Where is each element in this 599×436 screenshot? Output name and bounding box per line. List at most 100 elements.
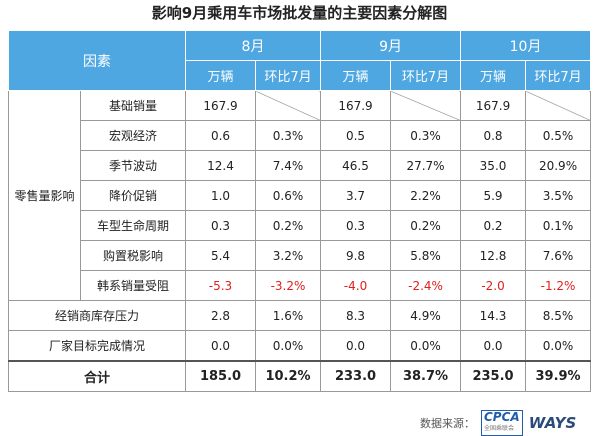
value-cell: 167.9: [185, 90, 256, 121]
data-row: 购置税影响 5.4 3.2% 9.8 5.8% 12.8 7.6%: [9, 240, 592, 271]
value-cell: 20.9%: [525, 150, 592, 181]
value-cell: 5.9: [460, 180, 527, 211]
data-row: 零售量影响 基础销量 167.9 167.9 167.9: [8, 90, 592, 301]
value-cell: 0.0%: [525, 330, 592, 362]
month-header: 10月: [460, 30, 592, 61]
value-cell: 14.3: [460, 300, 527, 331]
value-cell: 185.0: [185, 360, 256, 392]
value-cell: 46.5: [320, 150, 392, 181]
value-cell: 0.3%: [390, 120, 462, 151]
factor-label: 购置税影响: [80, 240, 186, 271]
value-cell: 35.0: [460, 150, 527, 181]
sub-header: 万辆: [320, 60, 392, 91]
value-cell: 0.6: [185, 120, 256, 151]
value-cell: 235.0: [460, 360, 527, 392]
factor-label: 季节波动: [80, 150, 186, 181]
value-cell: 3.2%: [254, 240, 322, 271]
total-label: 合计: [8, 360, 186, 392]
value-cell: 1.6%: [254, 300, 322, 331]
value-cell: 12.8: [460, 240, 527, 271]
header-row: 因素 8月 9月 10月: [8, 30, 592, 91]
value-cell: 0.2: [460, 210, 527, 241]
value-cell: 233.0: [320, 360, 392, 392]
source-label: 数据来源：: [420, 417, 475, 430]
logo: WAYS: [528, 414, 577, 432]
value-cell: 39.9%: [525, 360, 592, 392]
value-cell: 0.2%: [254, 210, 322, 241]
factor-label: 厂家目标完成情况: [8, 330, 186, 362]
data-row: 经销商库存压力 2.8 1.6% 8.3 4.9% 14.3 8.5%: [8, 300, 592, 331]
factor-label: 车型生命周期: [80, 210, 186, 241]
value-cell: 0.5: [320, 120, 392, 151]
data-row: 宏观经济 0.6 0.3% 0.5 0.3% 0.8 0.5%: [9, 120, 592, 151]
value-cell: 5.8%: [390, 240, 462, 271]
sub-header: 万辆: [460, 60, 527, 91]
value-cell: 0.0: [460, 330, 527, 362]
blank-cell: [525, 90, 592, 121]
logo-subtext: 全国乘联会: [484, 425, 515, 432]
value-cell: 4.9%: [390, 300, 462, 331]
value-cell: 8.3: [320, 300, 392, 331]
value-cell: 12.4: [185, 150, 256, 181]
header-cell: 因素: [8, 30, 186, 91]
data-row: 韩系销量受阻 -5.3 -3.2% -4.0 -2.4% -2.0 -1.2%: [9, 270, 592, 301]
value-cell: 0.3: [320, 210, 392, 241]
value-cell: 167.9: [320, 90, 392, 121]
data-row: 车型生命周期 0.3 0.2% 0.3 0.2% 0.2 0.1%: [9, 210, 592, 241]
group-label: 零售量影响: [8, 90, 81, 301]
value-cell: 3.7: [320, 180, 392, 211]
value-cell: -2.4%: [390, 270, 462, 301]
value-cell: 38.7%: [390, 360, 462, 392]
value-cell: 0.3%: [254, 120, 322, 151]
factor-label: 基础销量: [80, 90, 186, 121]
value-cell: 7.6%: [525, 240, 592, 271]
value-cell: -1.2%: [525, 270, 592, 301]
blank-cell: [254, 90, 322, 121]
value-cell: 9.8: [320, 240, 392, 271]
value-cell: 8.5%: [525, 300, 592, 331]
value-cell: 0.3: [185, 210, 256, 241]
sub-header: 万辆: [185, 60, 256, 91]
value-cell: 5.4: [185, 240, 256, 271]
data-row: 季节波动 12.4 7.4% 46.5 27.7% 35.0 20.9%: [9, 150, 592, 181]
month-header: 9月: [320, 30, 462, 61]
logo: CPCA 全国乘联会: [481, 410, 523, 436]
value-cell: 3.5%: [525, 180, 592, 211]
value-cell: 27.7%: [390, 150, 462, 181]
value-cell: 1.0: [185, 180, 256, 211]
factor-table: 因素 8月 9月 10月 万辆 环比7月 万辆 环比7月 万辆 环比7月 零售量影响 基础销量 1…: [8, 30, 592, 392]
sub-header: 环比7月: [254, 60, 322, 91]
sub-header: 环比7月: [525, 60, 592, 91]
data-row: 降价促销 1.0 0.6% 3.7 2.2% 5.9 3.5%: [9, 180, 592, 211]
value-cell: 0.1%: [525, 210, 592, 241]
value-cell: -5.3: [185, 270, 256, 301]
value-cell: 0.6%: [254, 180, 322, 211]
table-header: 因素 8月 9月 10月 万辆 环比7月 万辆 环比7月 万辆 环比7月: [8, 30, 592, 91]
value-cell: 7.4%: [254, 150, 322, 181]
value-cell: 0.5%: [525, 120, 592, 151]
factor-label: 降价促销: [80, 180, 186, 211]
sub-header: 环比7月: [390, 60, 462, 91]
value-cell: 10.2%: [254, 360, 322, 392]
value-cell: 2.8: [185, 300, 256, 331]
value-cell: 0.8: [460, 120, 527, 151]
blank-cell: [390, 90, 462, 121]
title: 影响9月乘用车市场批发量的主要因素分解图: [151, 4, 448, 22]
value-cell: 0.0%: [390, 330, 462, 362]
value-cell: -3.2%: [254, 270, 322, 301]
table-body: 零售量影响 基础销量 167.9 167.9 167.9 宏观经济 0.6 0.3% 0.5 0.…: [8, 90, 592, 392]
header-row: 万辆 环比7月 万辆 环比7月 万辆 环比7月: [9, 60, 592, 91]
factor-label: 经销商库存压力: [8, 300, 186, 331]
value-cell: 0.0: [185, 330, 256, 362]
value-cell: 0.0%: [254, 330, 322, 362]
value-cell: -4.0: [320, 270, 392, 301]
factor-label: 韩系销量受阻: [80, 270, 186, 301]
month-header: 8月: [184, 30, 322, 61]
factor-label: 宏观经济: [80, 120, 186, 151]
logo-text: CPCA: [484, 410, 520, 424]
value-cell: 167.9: [460, 90, 527, 121]
value-cell: 0.0: [320, 330, 392, 362]
total-row: 合计 185.0 10.2% 233.0 38.7% 235.0 39.9%: [8, 360, 592, 392]
footer: 数据来源： CPCA 全国乘联会 WAYS: [420, 410, 576, 436]
